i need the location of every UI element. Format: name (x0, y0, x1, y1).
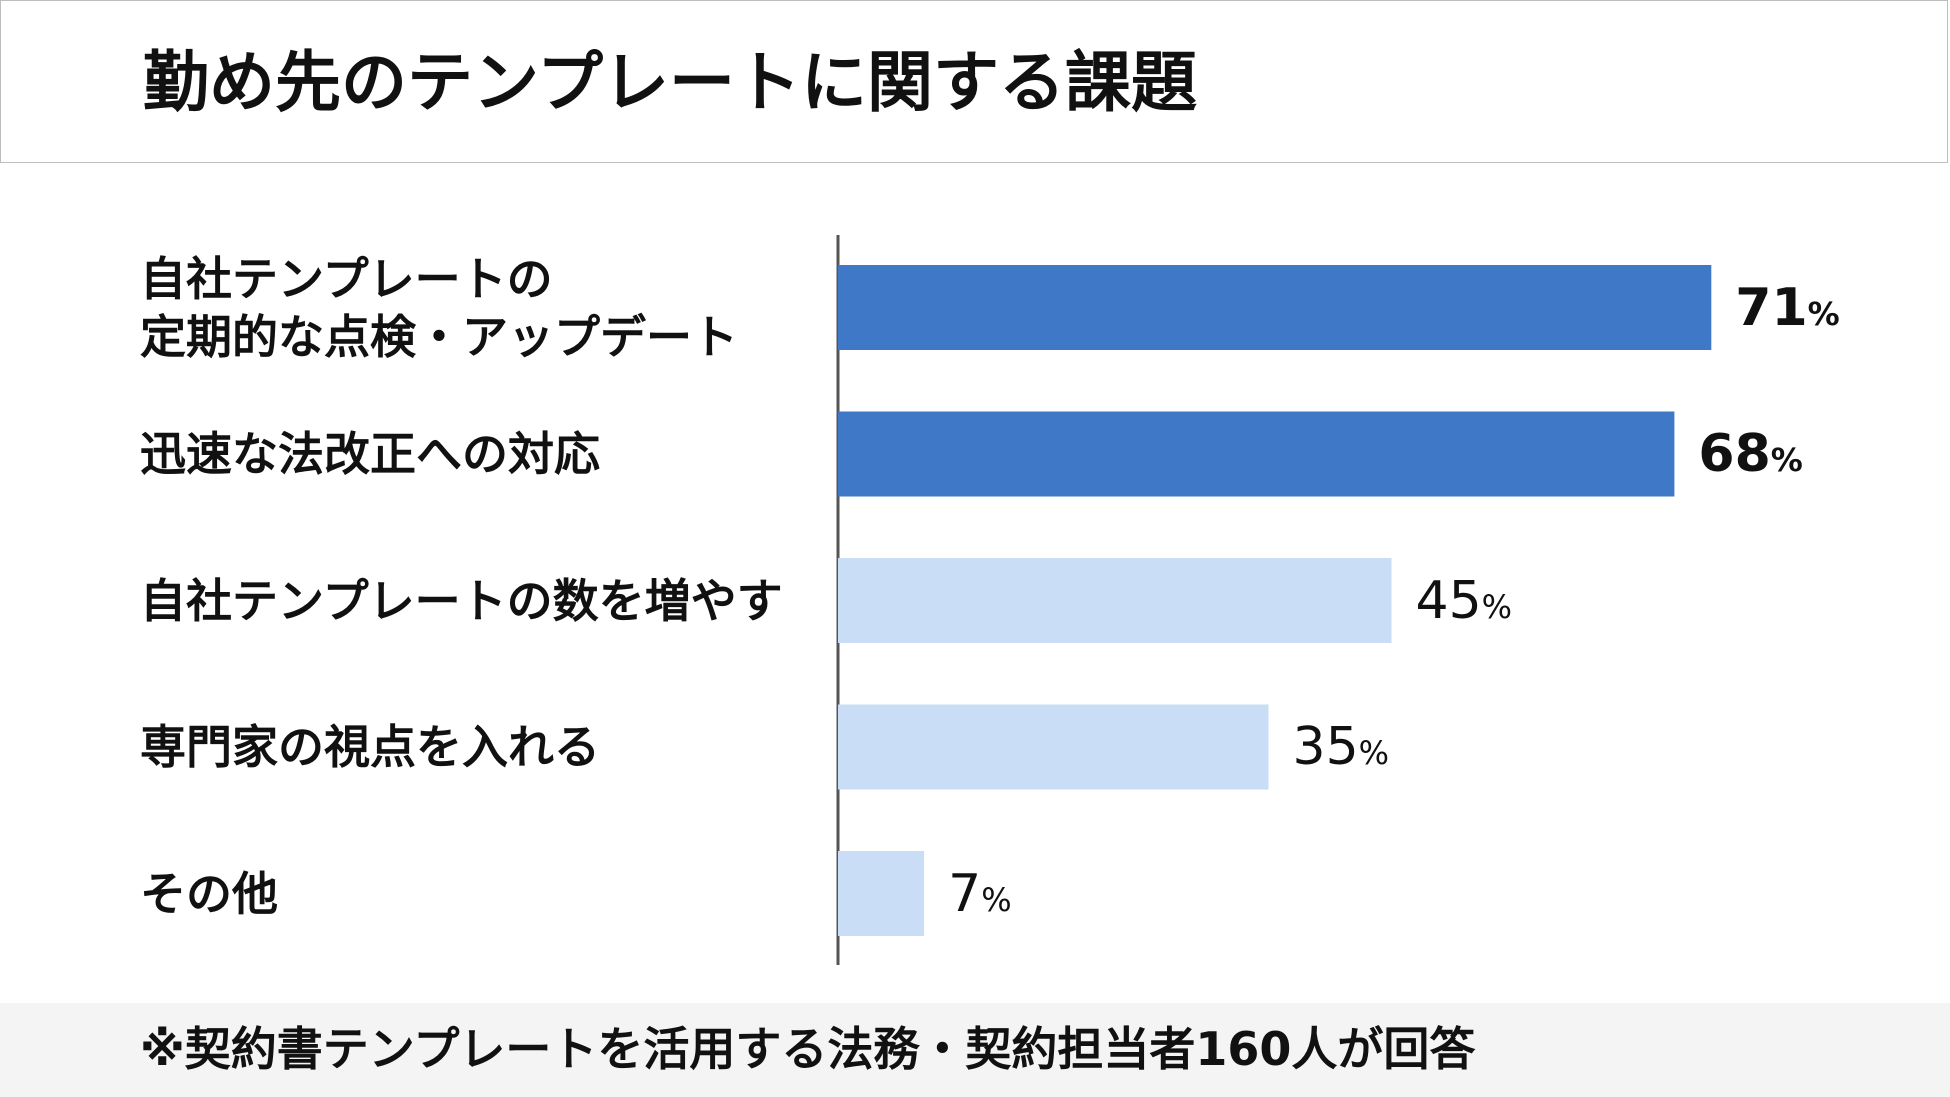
bar-3 (838, 704, 1269, 790)
value-number-4: 7 (948, 863, 982, 924)
bar-2 (838, 558, 1392, 643)
value-unit-0: % (1807, 294, 1840, 333)
value-label-1: 68% (1698, 424, 1802, 496)
footnote-text: ※契約書テンプレートを活用する法務・契約担当者160人が回答 (140, 1022, 1476, 1076)
value-label-3: 35% (1293, 717, 1390, 789)
value-unit-3: % (1358, 734, 1390, 772)
category-label-3: 専門家の視点を入れる (140, 720, 600, 774)
bar-1 (838, 411, 1675, 497)
category-label-0: 自社テンプレートの 定期的な点検・アップデート (140, 251, 738, 364)
category-label-1: 迅速な法改正への対応 (140, 427, 600, 481)
chart-title: 勤め先のテンプレートに関する課題 (143, 44, 1198, 121)
value-unit-2: % (1481, 587, 1513, 626)
value-number-0: 71 (1735, 277, 1808, 338)
value-label-4: 7% (948, 864, 1012, 936)
bar-4 (838, 851, 925, 936)
chart-svg (836, 235, 1712, 965)
bar-0 (838, 265, 1712, 350)
value-number-1: 68 (1698, 424, 1771, 484)
value-label-0: 71% (1735, 278, 1839, 350)
category-label-4: その他 (140, 866, 278, 921)
value-unit-1: % (1770, 441, 1803, 479)
value-number-3: 35 (1292, 717, 1359, 777)
value-number-2: 45 (1415, 570, 1482, 631)
category-label-2: 自社テンプレートの数を増やす (140, 573, 783, 628)
title-box: 勤め先のテンプレートに関する課題 (0, 0, 1948, 163)
footnote-bar: ※契約書テンプレートを活用する法務・契約担当者160人が回答 (0, 1003, 1950, 1097)
value-label-2: 45% (1416, 571, 1513, 643)
value-unit-4: % (981, 880, 1012, 919)
